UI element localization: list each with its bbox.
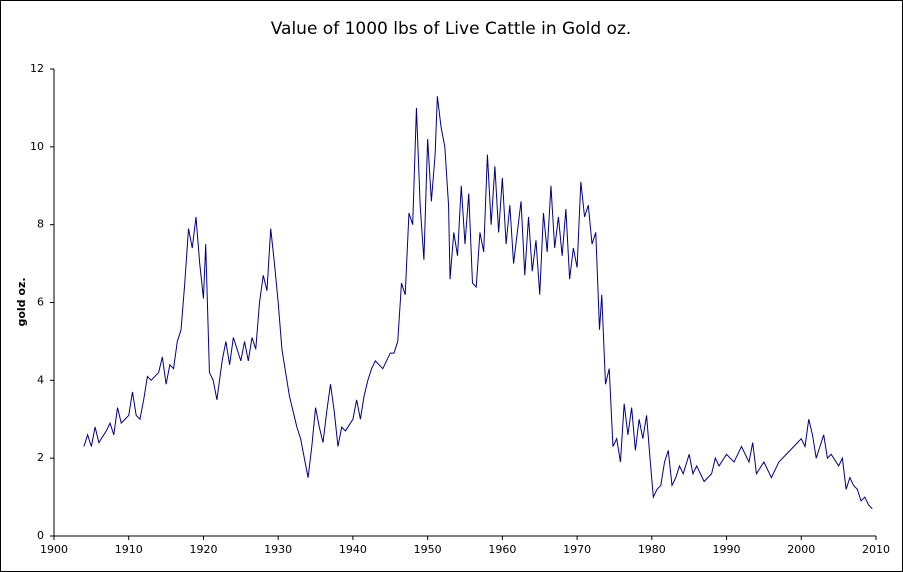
x-tick-label: 1990 [713,543,741,556]
chart-title: Value of 1000 lbs of Live Cattle in Gold… [271,19,632,39]
data-line [83,96,873,510]
x-tick-label: 1920 [189,543,217,556]
y-tick-label: 8 [37,218,44,231]
y-tick-label: 6 [37,296,44,309]
y-tick-label: 0 [37,529,44,542]
x-tick-label: 1900 [40,543,68,556]
x-tick-label: 1910 [115,543,143,556]
y-tick-label: 2 [37,451,44,464]
x-tick-label: 1970 [563,543,591,556]
y-axis-label: gold oz. [15,277,28,326]
x-tick-label: 1950 [414,543,442,556]
x-tick-label: 2000 [787,543,815,556]
y-tick-label: 10 [30,140,44,153]
x-tick-label: 1930 [264,543,292,556]
x-tick-label: 1960 [488,543,516,556]
y-tick-label: 4 [37,373,44,386]
x-tick-label: 1940 [339,543,367,556]
x-tick-label: 1980 [638,543,666,556]
y-tick-label: 12 [30,62,44,75]
x-tick-label: 2010 [862,543,890,556]
